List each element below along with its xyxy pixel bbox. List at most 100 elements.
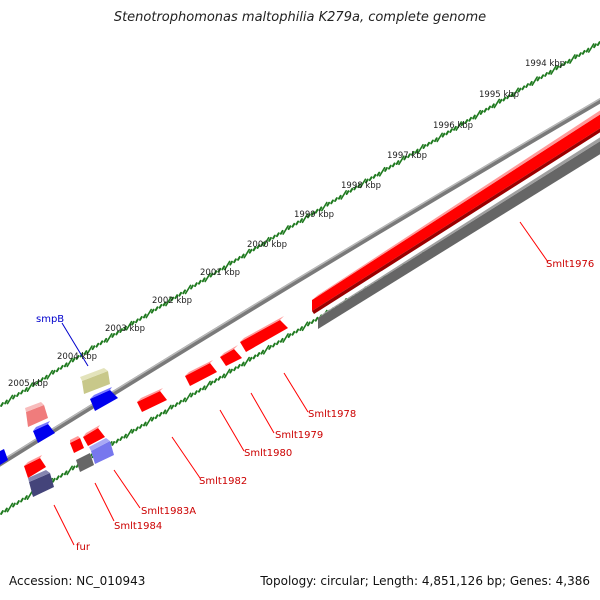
tick-mark	[115, 438, 120, 444]
tick-mark	[318, 206, 323, 212]
gene-grey-large[interactable]	[318, 135, 600, 329]
tick-mark	[578, 52, 582, 58]
kbp-label: 1999 kbp	[294, 210, 334, 220]
tick-mark	[252, 246, 257, 252]
tick-mark	[422, 144, 427, 149]
gene-smlt1980[interactable]	[185, 360, 217, 386]
tick-mark	[4, 399, 8, 405]
tick-mark	[449, 128, 454, 134]
tick-mark	[268, 236, 272, 242]
tick-mark	[106, 333, 113, 343]
tick-mark	[131, 428, 135, 434]
tick-mark	[233, 258, 237, 264]
tick-mark	[240, 253, 245, 259]
tick-mark	[95, 342, 100, 348]
tick-mark	[229, 260, 233, 266]
tick-mark	[86, 345, 93, 355]
tick-mark	[0, 402, 4, 407]
tick-mark	[559, 63, 563, 69]
tick-mark	[372, 173, 377, 179]
tick-mark	[310, 319, 315, 325]
gene-pink[interactable]	[25, 402, 48, 427]
tick-mark	[12, 502, 16, 508]
gene-grey-small[interactable]	[76, 453, 94, 472]
gene-smpb[interactable]	[90, 387, 118, 411]
tick-mark	[349, 187, 354, 193]
tick-mark	[83, 350, 88, 356]
tick-mark	[145, 308, 153, 319]
gene-grey-large-top	[318, 137, 600, 318]
gene-red-small-1[interactable]	[70, 436, 84, 453]
tick-mark	[474, 109, 482, 120]
tick-mark	[119, 328, 124, 334]
gene-label: Smlt1982	[199, 476, 247, 487]
tick-mark	[455, 121, 463, 131]
gene-smlt1979[interactable]	[220, 345, 242, 366]
kbp-label: 2003 kbp	[105, 324, 145, 334]
tick-mark	[536, 76, 541, 82]
tick-mark	[174, 402, 179, 408]
tick-mark	[12, 394, 16, 400]
tick-mark	[525, 83, 530, 89]
gene-smlt1983a[interactable]	[83, 425, 105, 446]
tick-mark	[55, 475, 60, 481]
tick-mark	[310, 211, 315, 217]
kbp-labels: 1994 kbp 1995 kbp 1996 kbp 1997 kbp 1998…	[8, 59, 565, 389]
gene-yellow[interactable]	[80, 368, 110, 394]
tick-mark	[531, 76, 538, 86]
tick-mark	[574, 54, 579, 60]
tick-mark	[472, 114, 476, 120]
tick-mark	[135, 426, 139, 432]
tick-mark	[441, 132, 446, 138]
tick-mark	[493, 98, 501, 109]
gene-smlt1984[interactable]	[89, 438, 114, 464]
tick-mark	[517, 87, 522, 93]
tick-mark	[581, 49, 586, 55]
gene-blue-edge[interactable]	[0, 449, 8, 465]
gene-smlt1982[interactable]	[137, 388, 167, 412]
gene-fur[interactable]	[24, 455, 46, 478]
tick-mark	[20, 389, 24, 395]
tick-mark	[330, 199, 334, 205]
tick-mark	[178, 399, 183, 405]
tick-mark	[376, 171, 381, 177]
tick-mark	[268, 344, 272, 350]
gene-label: Smlt1984	[114, 521, 162, 532]
smpb-connector	[61, 322, 89, 367]
gene-smlt1976-shadow	[312, 128, 600, 314]
gene-navy[interactable]	[28, 470, 54, 497]
tick-mark	[384, 167, 388, 172]
genome-backbone	[0, 97, 600, 467]
tick-mark	[190, 284, 194, 290]
tick-mark	[403, 155, 408, 161]
kbp-label: 1997 kbp	[387, 151, 427, 161]
tick-mark	[243, 248, 250, 259]
tick-mark	[299, 326, 304, 332]
tick-mark	[63, 362, 68, 368]
tick-mark	[391, 162, 396, 168]
gene-smlt1978[interactable]	[240, 316, 288, 352]
kbp-label: 1994 kbp	[525, 59, 565, 69]
gene-smlt1976[interactable]	[312, 108, 600, 311]
tick-mark	[237, 255, 241, 261]
tick-mark	[201, 277, 206, 283]
tick-mark	[178, 291, 183, 297]
tick-mark	[321, 201, 328, 212]
gene-smlt1976-top	[312, 110, 600, 300]
tick-mark	[223, 368, 231, 379]
tick-mark	[182, 397, 187, 403]
kbp-label: 1998 kbp	[341, 181, 381, 191]
tick-mark	[540, 74, 545, 80]
kbp-label: 2004 kbp	[57, 352, 97, 362]
tick-mark	[125, 428, 133, 439]
tick-mark	[569, 54, 576, 64]
tick-mark	[190, 392, 194, 398]
tick-mark	[213, 378, 218, 384]
tick-mark	[282, 333, 289, 343]
tick-mark	[252, 354, 257, 360]
tick-mark	[279, 229, 284, 235]
tick-mark	[170, 404, 175, 410]
tick-mark	[142, 421, 147, 427]
tick-mark	[287, 333, 292, 339]
gene-blue-left-1[interactable]	[33, 421, 55, 443]
